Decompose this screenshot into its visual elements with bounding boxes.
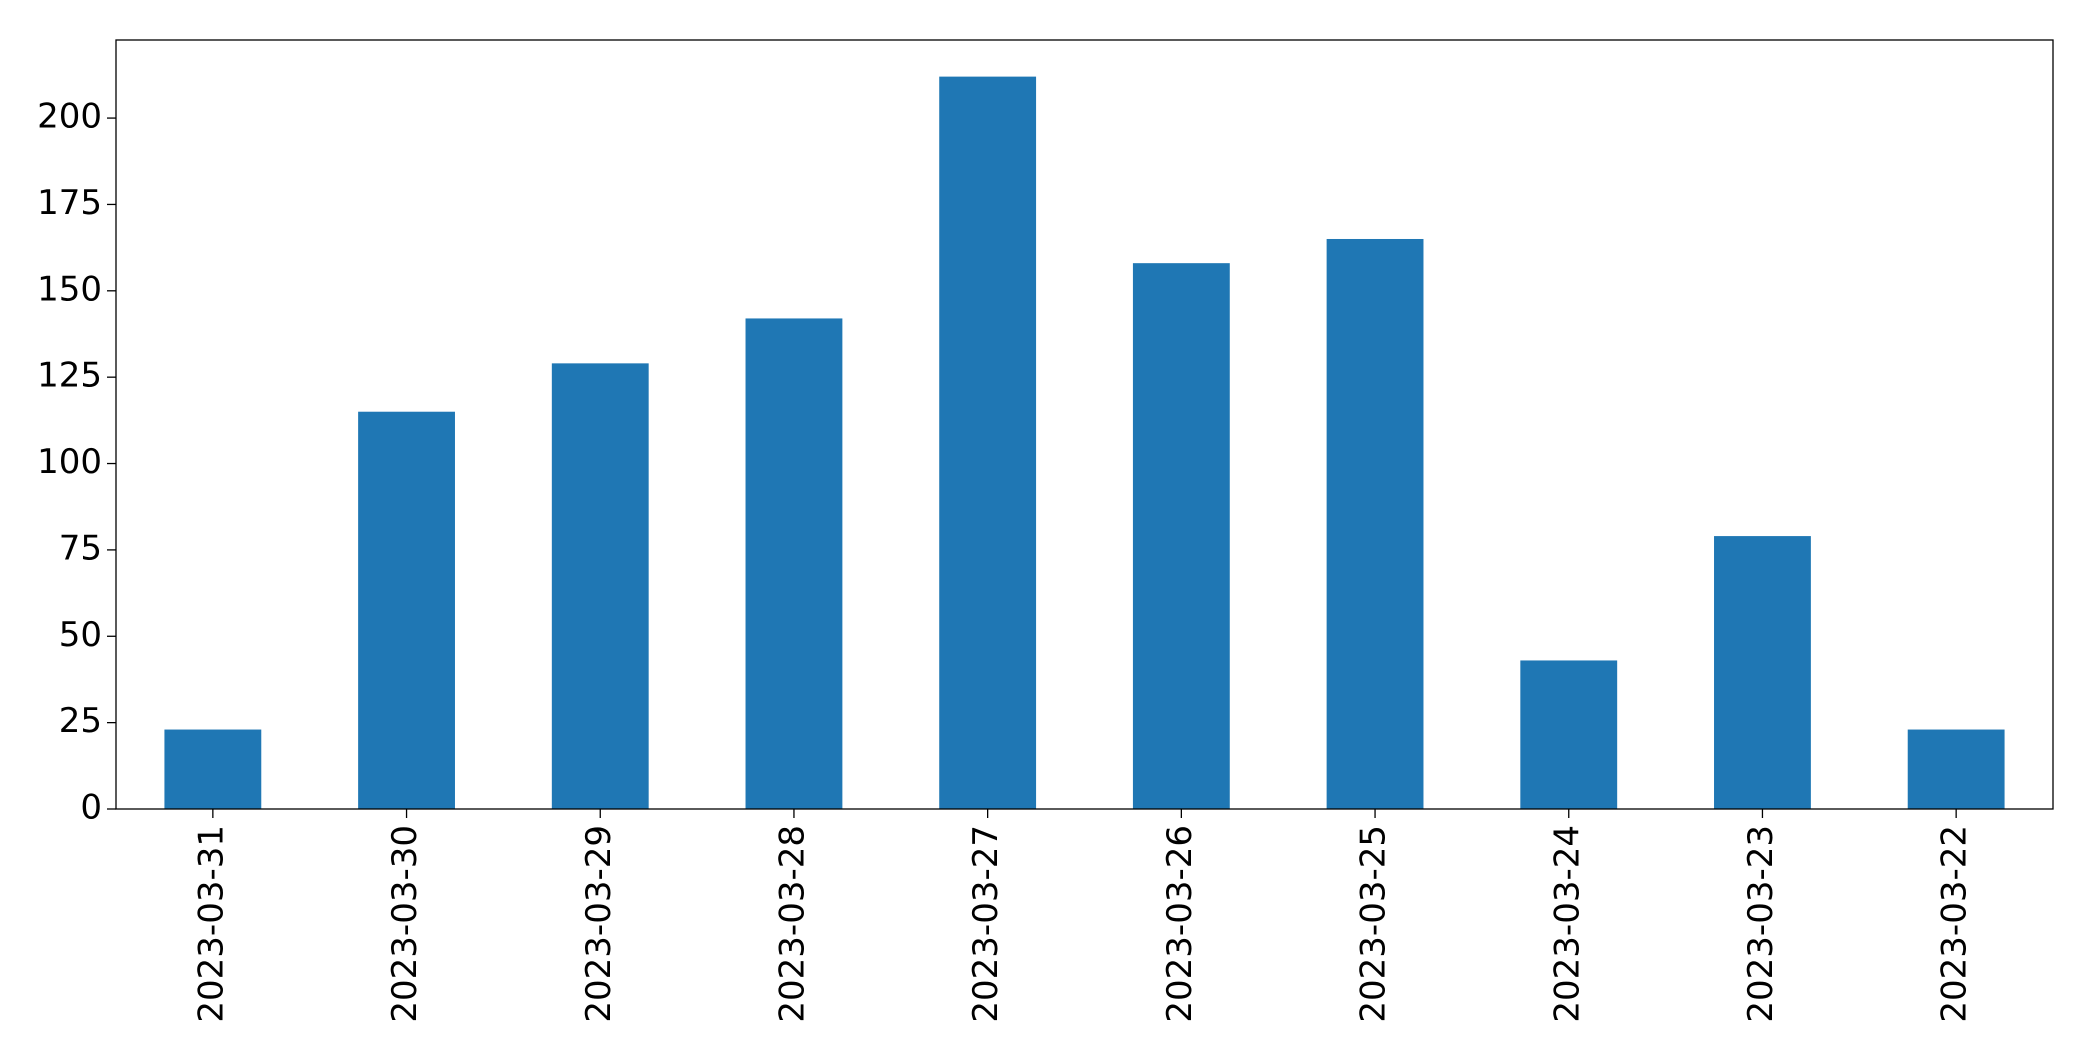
x-tick-label: 2023-03-24 (1547, 825, 1587, 1023)
bar (358, 411, 455, 809)
bar (551, 363, 649, 809)
x-tick-label: 2023-03-23 (1741, 825, 1781, 1023)
y-tick-label: 175 (37, 183, 102, 223)
bar (1326, 238, 1424, 810)
bar (164, 729, 262, 809)
plot-frame (115, 39, 2054, 810)
y-tick-label: 200 (37, 97, 102, 137)
x-tick-label: 2023-03-31 (191, 825, 231, 1023)
x-tick-label: 2023-03-22 (1935, 825, 1975, 1023)
y-tick-label: 125 (37, 356, 102, 396)
bar (939, 76, 1037, 810)
x-tick-label: 2023-03-28 (772, 825, 812, 1023)
bar (1907, 729, 2005, 809)
bar (745, 318, 843, 809)
y-tick-label: 0 (80, 788, 102, 828)
x-tick-label: 2023-03-25 (1354, 825, 1394, 1023)
x-tick-label: 2023-03-26 (1160, 825, 1200, 1023)
x-tick-label: 2023-03-29 (579, 825, 619, 1023)
y-tick-label: 25 (59, 701, 102, 741)
bar (1520, 660, 1618, 809)
y-tick-label: 75 (59, 528, 102, 568)
y-tick-label: 100 (37, 442, 102, 482)
y-tick-label: 50 (59, 615, 102, 655)
x-tick-label: 2023-03-30 (385, 825, 425, 1023)
x-tick-label: 2023-03-27 (966, 825, 1006, 1023)
bar (1132, 263, 1230, 809)
y-tick-label: 150 (37, 269, 102, 309)
bar (1714, 536, 1811, 809)
